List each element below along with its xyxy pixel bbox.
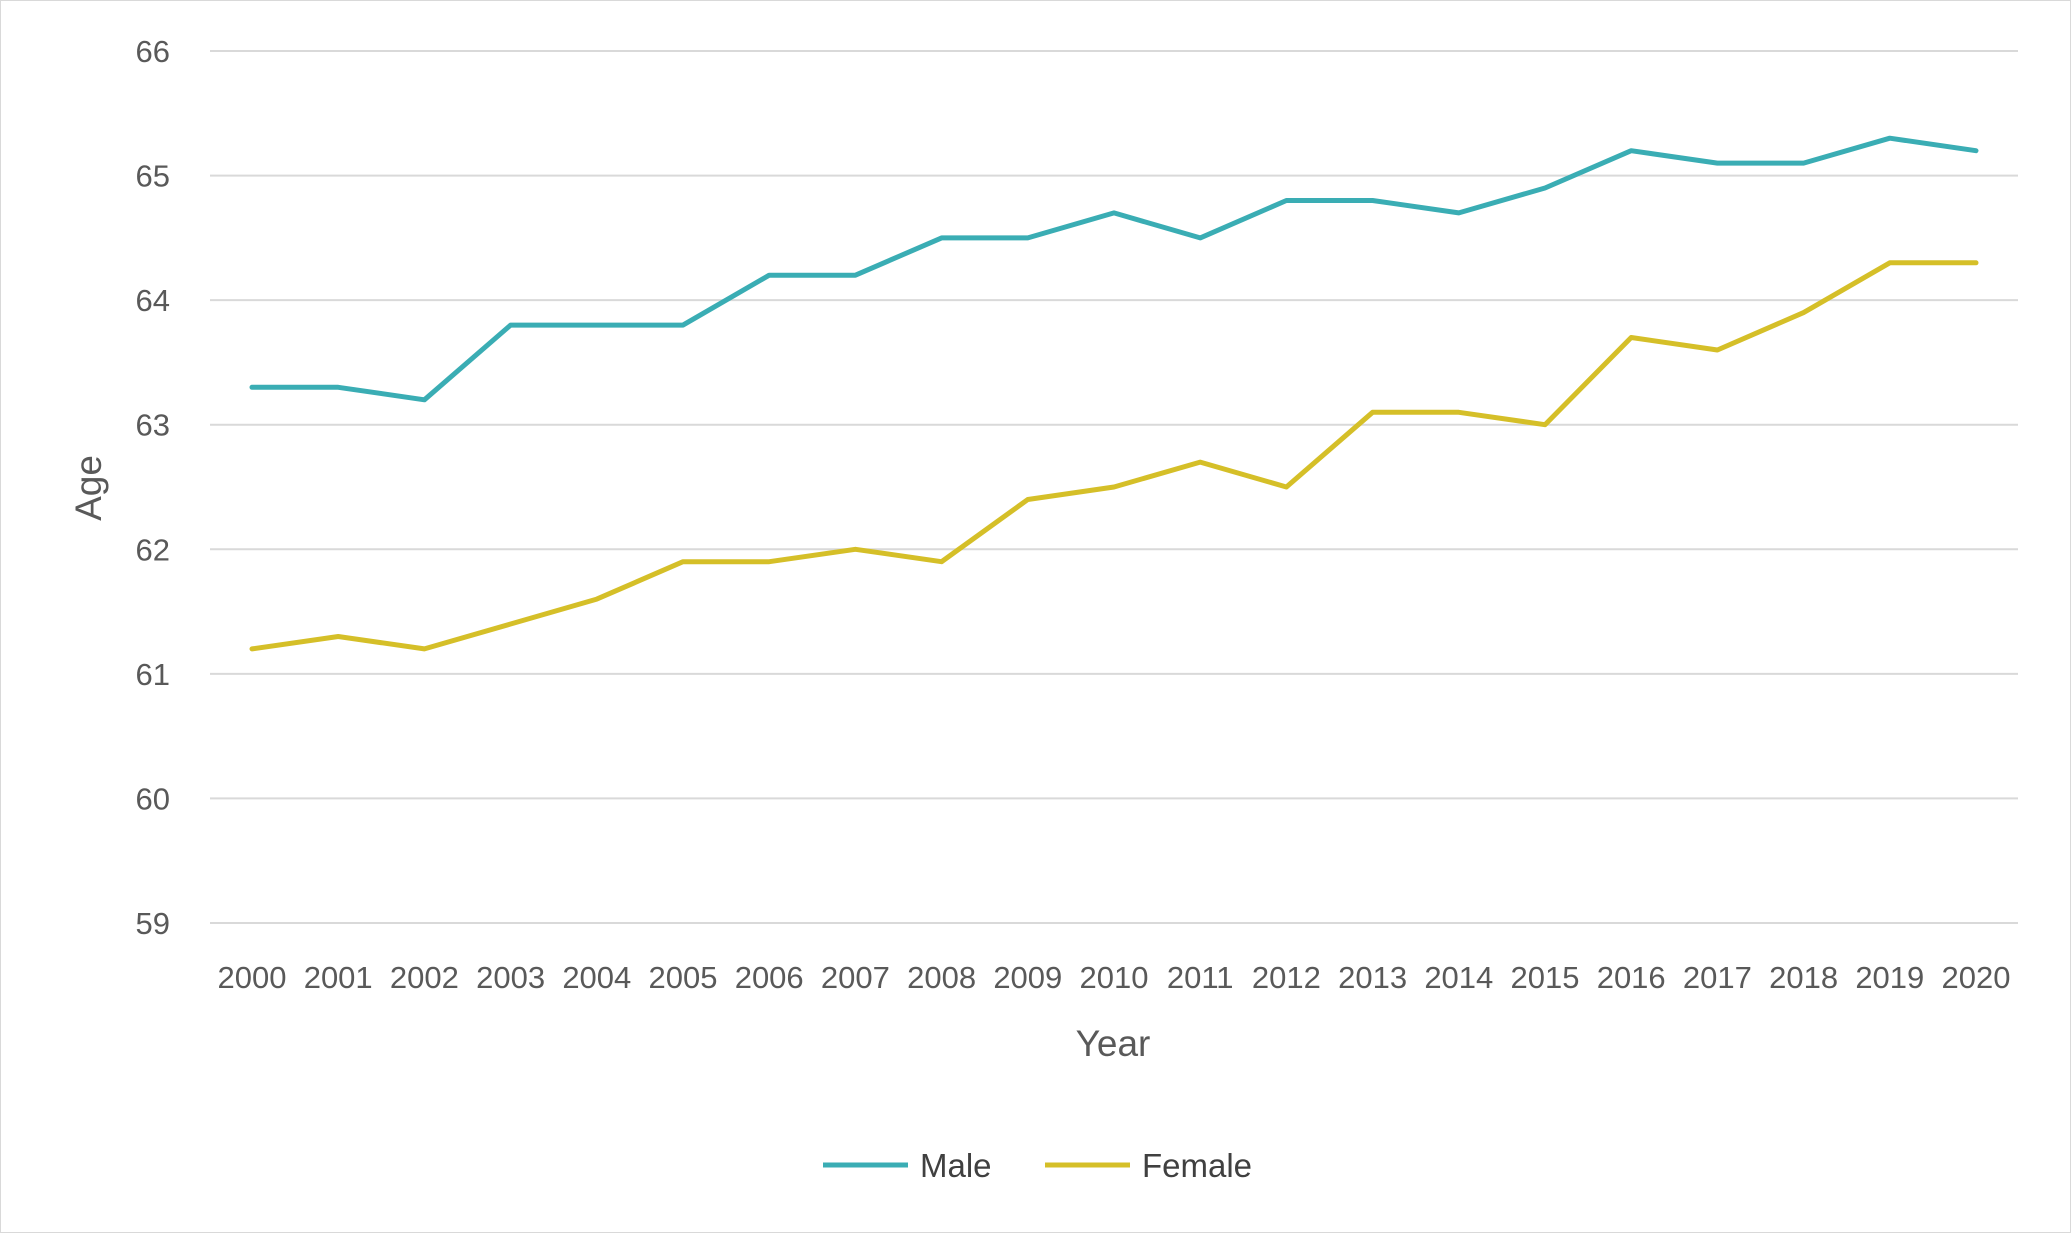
y-tick-label: 60 [136,781,170,816]
series-lines [249,135,1979,652]
y-axis-title: Age [68,455,109,521]
y-tick-label: 65 [136,159,170,194]
x-tick-label: 2012 [1252,960,1321,995]
x-tick-label: 2000 [218,960,287,995]
legend-label-male: Male [920,1147,992,1184]
x-tick-label: 2014 [1424,960,1493,995]
gridlines [210,50,2018,924]
x-tick-label: 2008 [907,960,976,995]
x-axis-ticks: 2000 2001 2002 2003 2004 2005 2006 2007 2008 2009… [218,960,2011,995]
x-tick-label: 2007 [821,960,890,995]
y-tick-label: 64 [136,283,170,318]
x-axis-title: Year [1076,1023,1151,1064]
x-tick-label: 2001 [304,960,373,995]
y-axis-ticks: 59 60 61 62 63 64 65 66 [136,34,170,941]
x-tick-label: 2015 [1511,960,1580,995]
x-tick-label: 2003 [476,960,545,995]
legend-label-female: Female [1142,1147,1252,1184]
x-tick-label: 2016 [1597,960,1666,995]
y-tick-label: 62 [136,532,170,567]
y-tick-label: 66 [136,34,170,69]
series-line-male [249,135,1979,403]
x-tick-label: 2004 [562,960,631,995]
x-tick-label: 2017 [1683,960,1752,995]
x-tick-label: 2010 [1080,960,1149,995]
legend: Male Female [823,1147,1252,1184]
x-tick-label: 2019 [1855,960,1924,995]
x-tick-label: 2013 [1338,960,1407,995]
y-tick-label: 63 [136,408,170,443]
y-tick-label: 59 [136,906,170,941]
x-tick-label: 2006 [735,960,804,995]
x-tick-label: 2009 [993,960,1062,995]
x-tick-label: 2005 [649,960,718,995]
x-tick-label: 2011 [1167,960,1234,995]
x-tick-label: 2002 [390,960,459,995]
y-tick-label: 61 [136,657,170,692]
x-tick-label: 2018 [1769,960,1838,995]
x-tick-label: 2020 [1942,960,2011,995]
series-line-female [249,260,1979,652]
